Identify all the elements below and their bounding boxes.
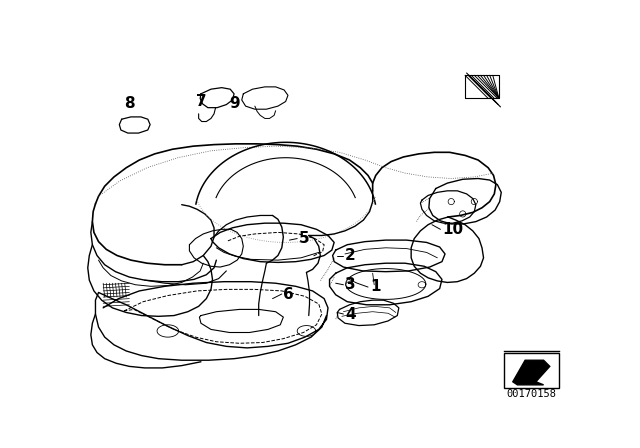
Text: 3: 3	[345, 277, 356, 292]
Text: 9: 9	[230, 96, 240, 111]
Text: 5: 5	[299, 231, 309, 246]
Text: 10: 10	[442, 222, 463, 237]
Text: 00170158: 00170158	[506, 389, 556, 399]
Text: 8: 8	[124, 96, 134, 111]
Text: 6: 6	[284, 287, 294, 302]
Text: 1: 1	[371, 279, 381, 294]
Text: 4: 4	[345, 306, 356, 322]
Text: 2: 2	[345, 248, 356, 263]
Polygon shape	[513, 360, 550, 385]
Bar	[504, 353, 559, 388]
Text: 7: 7	[196, 94, 206, 109]
